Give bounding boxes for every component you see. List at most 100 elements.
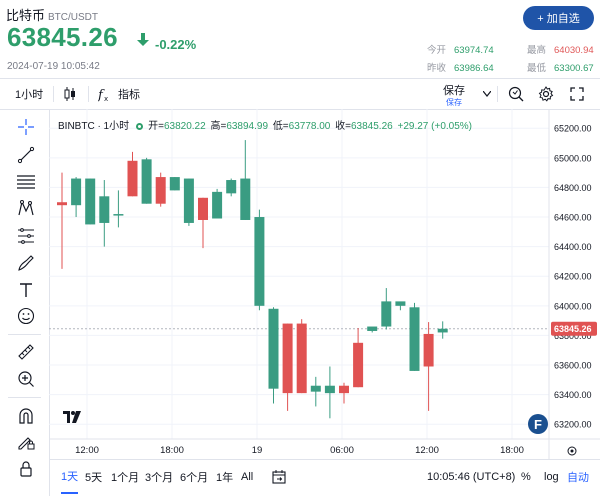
legend-low: 63778.00	[288, 121, 331, 132]
price-chart[interactable]: 65200.00 65000.00 64800.00 64600.00 64400.00…	[49, 109, 600, 496]
range-1m[interactable]: 1个月	[111, 472, 140, 484]
candle-body	[169, 177, 180, 191]
candle-body	[212, 191, 223, 219]
asset-title: 比特币 BTC/USDT	[6, 5, 98, 24]
emoji-icon[interactable]	[16, 306, 36, 326]
candle-body	[339, 385, 349, 394]
last-price-label: 63845.26	[554, 324, 592, 334]
toolbar-divider	[88, 86, 89, 102]
date-range-icon[interactable]	[271, 460, 287, 494]
drawing-toolbar	[0, 109, 50, 496]
candle-body	[127, 160, 138, 197]
y-tick-label: 64400.00	[554, 242, 592, 252]
x-tick-label: 12:00	[415, 445, 439, 456]
axis-settings-icon	[570, 449, 574, 453]
y-tick-label: 64200.00	[554, 272, 592, 282]
market-status-icon	[136, 123, 144, 130]
fib-tool-icon[interactable]	[16, 226, 36, 246]
candle-body	[155, 177, 166, 204]
candle-body	[282, 323, 293, 394]
candlestick-chart[interactable]: 65200.00 65000.00 64800.00 64600.00 64400.00…	[49, 109, 600, 459]
range-all[interactable]: All	[241, 471, 254, 483]
candle-body	[113, 214, 124, 216]
quick-search-icon[interactable]	[508, 79, 524, 109]
stat-open: 今开 63974.74	[427, 45, 494, 56]
horizontal-lines-icon[interactable]	[16, 172, 36, 192]
candle-body	[99, 196, 110, 223]
x-tick-label: 19	[252, 445, 263, 456]
save-button[interactable]: 保存 保存	[443, 85, 465, 107]
y-tick-label: 63800.00	[554, 331, 592, 341]
tradingview-logo-icon[interactable]	[63, 410, 81, 428]
chart-toolbar: 1小时 f x 指标 保存 保存	[0, 78, 600, 110]
magnet-icon[interactable]	[16, 406, 36, 426]
toolbar-divider	[53, 86, 54, 102]
range-5d[interactable]: 5天	[85, 472, 103, 484]
quote-timestamp: 2024-07-19 10:05:42	[7, 61, 100, 72]
auto-toggle[interactable]: 自动	[567, 472, 589, 484]
candle-body	[296, 323, 307, 394]
indicators-icon[interactable]: f x	[98, 79, 112, 109]
ohlc-legend: BINBTC · 1小时 开=63820.22 高=63894.99 低=6377…	[58, 121, 473, 132]
fullscreen-icon[interactable]	[570, 79, 584, 109]
tools-divider	[8, 334, 41, 335]
legend-change: +29.27 (+0.05%)	[397, 121, 473, 132]
y-tick-label: 65000.00	[554, 153, 592, 163]
clock-display[interactable]: 10:05:46 (UTC+8)	[427, 471, 516, 483]
interval-button[interactable]: 1小时	[15, 89, 44, 101]
stat-prev-close: 昨收 63986.64	[427, 63, 494, 74]
candles-type-icon[interactable]	[63, 79, 77, 109]
trend-line-icon[interactable]	[16, 145, 36, 165]
brush-icon[interactable]	[16, 253, 36, 273]
crosshair-icon[interactable]	[16, 117, 36, 137]
f-badge-button[interactable]: F	[528, 414, 548, 434]
x-tick-label: 18:00	[160, 445, 184, 456]
y-tick-label: 63600.00	[554, 361, 592, 371]
candle-body	[310, 385, 321, 392]
range-1y[interactable]: 1年	[216, 472, 234, 484]
candle-body	[409, 307, 420, 371]
candle-body	[85, 178, 96, 225]
percent-toggle[interactable]: %	[521, 471, 531, 483]
candle-body	[353, 342, 364, 388]
last-price: 63845.26	[7, 22, 118, 52]
pattern-icon[interactable]	[16, 198, 36, 218]
svg-text:x: x	[104, 95, 108, 102]
log-toggle[interactable]: log	[544, 471, 559, 483]
candle-body	[395, 301, 406, 306]
y-tick-label: 63200.00	[554, 420, 592, 430]
y-tick-label: 64000.00	[554, 301, 592, 311]
text-tool-icon[interactable]	[16, 280, 36, 300]
candle-body	[183, 178, 194, 223]
candle-body	[423, 333, 434, 367]
x-tick-label: 06:00	[330, 445, 354, 456]
toolbar-divider	[497, 86, 498, 102]
range-3m[interactable]: 3个月	[145, 472, 174, 484]
price-change: -0.22%	[155, 37, 197, 52]
candle-body	[71, 178, 82, 206]
candle-body	[268, 308, 279, 389]
candle-body	[381, 301, 392, 327]
chevron-down-icon[interactable]	[483, 79, 491, 109]
candle-body	[437, 328, 448, 333]
quote-header: 比特币 BTC/USDT 63845.26 -0.22% 2024-07-19 1…	[0, 0, 600, 78]
legend-close: 63845.26	[351, 121, 393, 132]
range-1d[interactable]: 1天	[61, 460, 79, 494]
ruler-icon[interactable]	[16, 342, 36, 362]
candle-body	[198, 197, 208, 220]
candle-body	[324, 385, 335, 394]
gear-icon[interactable]	[538, 79, 554, 109]
range-6m[interactable]: 6个月	[180, 472, 209, 484]
legend-high: 63894.99	[226, 121, 269, 132]
legend-symbol: BINBTC · 1小时	[58, 121, 130, 132]
lock-icon[interactable]	[16, 459, 36, 479]
stat-high: 最高 64030.94	[527, 45, 594, 56]
candle-body	[254, 217, 265, 306]
add-watchlist-button[interactable]: + 加自选	[523, 6, 594, 30]
pencil-lock-icon[interactable]	[16, 432, 36, 452]
zoom-in-icon[interactable]	[16, 369, 36, 389]
indicators-button[interactable]: 指标	[118, 89, 140, 101]
asset-pair: BTC/USDT	[48, 12, 99, 23]
tools-divider	[8, 397, 41, 398]
y-tick-label: 64800.00	[554, 183, 592, 193]
